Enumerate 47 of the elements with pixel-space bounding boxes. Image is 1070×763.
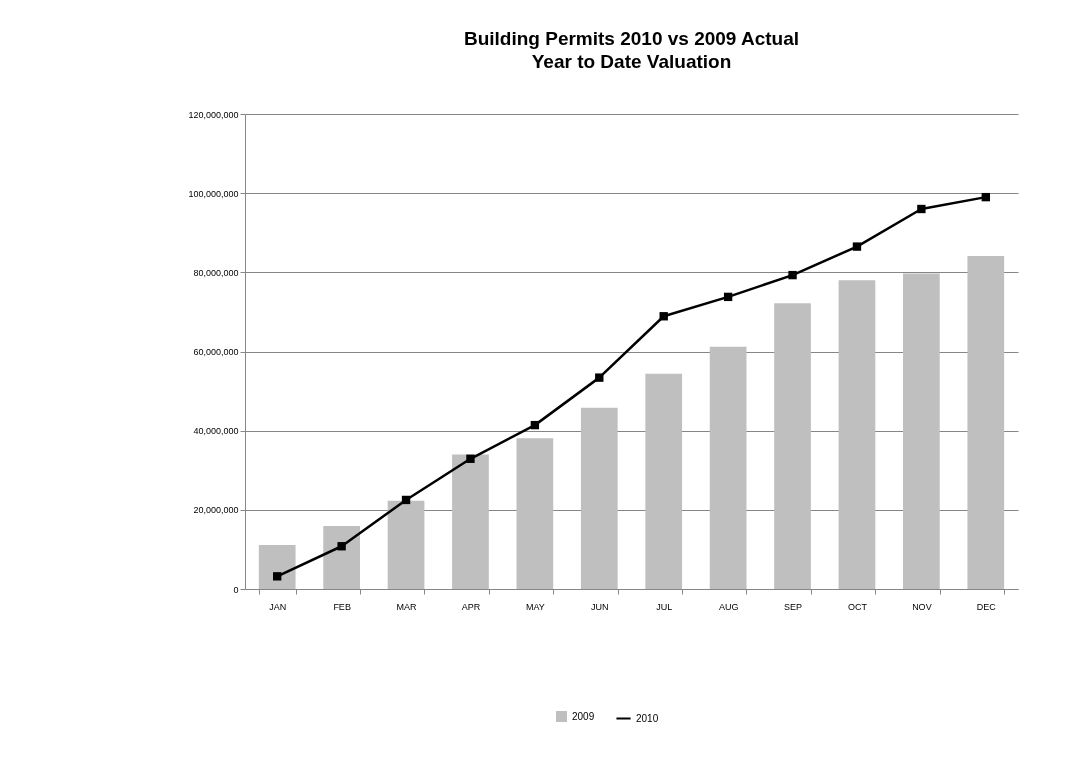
bar	[645, 373, 683, 589]
bar	[323, 526, 360, 589]
legend-label: 2010	[636, 712, 659, 724]
bar	[516, 438, 554, 589]
point	[595, 373, 604, 382]
point	[401, 495, 411, 505]
y-tick-label: 60,000,000	[193, 347, 239, 357]
point	[723, 292, 733, 302]
point	[852, 242, 862, 251]
y-tick-label: 40,000,000	[193, 426, 239, 437]
x-tick-label: AUG	[718, 601, 739, 612]
bar	[967, 256, 1005, 589]
bar	[838, 280, 876, 589]
x-tick-label: APR	[461, 601, 481, 612]
chart-title: Building Permits 2010 vs 2009 Actual	[463, 28, 800, 49]
chart-subtitle: Year to Date Valuation	[531, 51, 732, 72]
x-tick-label: MAY	[525, 601, 545, 612]
bar	[258, 545, 296, 589]
bar	[580, 407, 618, 589]
point	[337, 542, 346, 551]
x-tick-label: FEB	[333, 601, 351, 612]
y-tick-label: 0	[233, 584, 239, 595]
y-tick-label: 80,000,000	[193, 267, 239, 278]
x-tick-label: OCT	[847, 601, 868, 612]
y-tick-label: 120,000,000	[188, 109, 239, 120]
x-tick-label: JUN	[591, 601, 609, 612]
y-tick-label: 100,000,000	[188, 188, 239, 199]
point	[981, 192, 990, 202]
point	[273, 572, 282, 581]
x-tick-label: SEP	[784, 601, 803, 612]
x-tick-label: DEC	[976, 601, 997, 612]
point	[466, 454, 475, 463]
x-tick-label: MAR	[396, 601, 418, 612]
x-tick-label: JAN	[269, 601, 287, 612]
point	[788, 270, 797, 280]
point	[659, 312, 668, 321]
bar	[387, 500, 425, 589]
legend-label: 2009	[572, 710, 595, 722]
bar	[774, 303, 811, 589]
bar	[452, 454, 489, 589]
y-tick-label: 20,000,000	[193, 505, 239, 516]
bar	[709, 346, 747, 589]
x-tick-label: NOV	[912, 601, 932, 612]
bar	[903, 273, 940, 589]
x-tick-label: JUL	[656, 601, 673, 612]
point	[530, 420, 540, 430]
point	[917, 204, 926, 214]
